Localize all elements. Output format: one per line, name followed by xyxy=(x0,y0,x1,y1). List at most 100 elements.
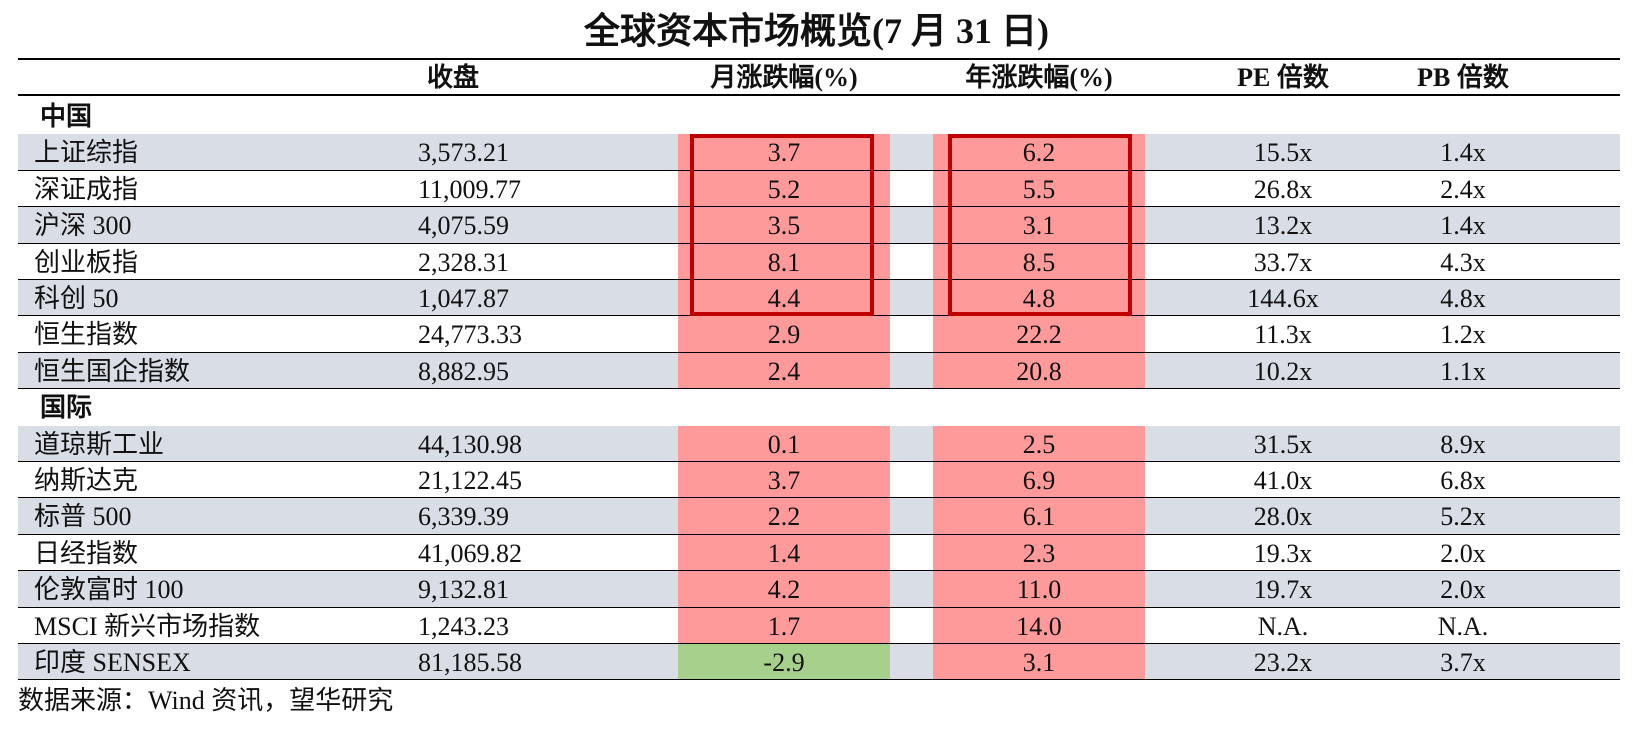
month-change-cell: 0.1 xyxy=(678,425,890,461)
header-close: 收盘 xyxy=(426,63,479,92)
close-value: 24,773.33 xyxy=(418,320,522,350)
pb-value: 1.1x xyxy=(1440,356,1486,386)
index-name: 日经指数 xyxy=(34,538,139,568)
close-value: 44,130.98 xyxy=(418,429,522,459)
month-change-cell: 3.7 xyxy=(678,462,890,498)
table-row: 日经指数 41,069.82 1.4 2.3 19.3x 2.0x xyxy=(18,534,1620,572)
group-row: 中国 xyxy=(18,98,1620,134)
table-row: 道琼斯工业 44,130.98 0.1 2.5 31.5x 8.9x xyxy=(18,425,1620,462)
year-change-cell: 22.2 xyxy=(933,316,1145,352)
pe-value: 33.7x xyxy=(1253,247,1313,277)
close-value: 41,069.82 xyxy=(418,538,522,568)
close-value: 1,243.23 xyxy=(418,611,509,641)
month-change-cell: 5.2 xyxy=(678,170,890,207)
index-name: 道琼斯工业 xyxy=(34,429,165,459)
table-row: 恒生国企指数 8,882.95 2.4 20.8 10.2x 1.1x xyxy=(18,352,1620,390)
pb-value: 1.4x xyxy=(1440,138,1486,168)
pe-value: 28.0x xyxy=(1253,502,1313,532)
pe-value: 19.3x xyxy=(1253,538,1313,568)
close-value: 6,339.39 xyxy=(418,502,509,532)
year-change-cell: 2.5 xyxy=(933,425,1145,461)
index-name: 深证成指 xyxy=(34,174,139,204)
close-value: 9,132.81 xyxy=(418,575,509,605)
table-row: 印度 SENSEX 81,185.58 -2.9 3.1 23.2x 3.7x xyxy=(18,644,1620,681)
year-change-cell: 14.0 xyxy=(933,607,1145,643)
pe-value: 144.6x xyxy=(1247,284,1319,313)
index-name: 纳斯达克 xyxy=(34,466,139,495)
header-pb: PB 倍数 xyxy=(1417,63,1509,92)
index-name: 印度 SENSEX xyxy=(34,648,191,677)
pe-value: 26.8x xyxy=(1253,174,1313,204)
month-change-cell: 2.9 xyxy=(678,316,890,352)
pe-value: 31.5x xyxy=(1253,429,1313,459)
pe-value: 15.5x xyxy=(1253,138,1313,168)
pb-value: 4.3x xyxy=(1440,247,1486,277)
pb-value: 2.0x xyxy=(1440,538,1486,568)
month-change-cell: 3.5 xyxy=(678,207,890,243)
month-change-cell: 2.2 xyxy=(678,498,890,534)
index-name: MSCI 新兴市场指数 xyxy=(34,611,261,641)
close-value: 1,047.87 xyxy=(418,284,509,313)
month-change-cell: 8.1 xyxy=(678,243,890,279)
table-row: 恒生指数 24,773.33 2.9 22.2 11.3x 1.2x xyxy=(18,316,1620,353)
table-top-rule xyxy=(18,58,1620,60)
table-row: 科创 50 1,047.87 4.4 4.8 144.6x 4.8x xyxy=(18,280,1620,317)
month-change-cell: 4.2 xyxy=(678,571,890,607)
group-label: 国际 xyxy=(40,393,93,423)
header-year-change: 年涨跌幅(%) xyxy=(965,63,1113,92)
close-value: 81,185.58 xyxy=(418,648,522,677)
pe-value: 41.0x xyxy=(1253,466,1313,495)
year-change-cell: 3.1 xyxy=(933,207,1145,243)
month-change-cell: 4.4 xyxy=(678,280,890,316)
table-row: 伦敦富时 100 9,132.81 4.2 11.0 19.7x 2.0x xyxy=(18,571,1620,608)
pb-value: 2.0x xyxy=(1440,575,1486,605)
table-header: 收盘 月涨跌幅(%) 年涨跌幅(%) PE 倍数 PB 倍数 xyxy=(18,60,1620,96)
year-change-cell: 6.9 xyxy=(933,462,1145,498)
year-change-cell: 5.5 xyxy=(933,170,1145,207)
pb-value: N.A. xyxy=(1437,611,1489,641)
table-row: 纳斯达克 21,122.45 3.7 6.9 41.0x 6.8x xyxy=(18,462,1620,499)
index-name: 上证综指 xyxy=(34,138,139,168)
close-value: 8,882.95 xyxy=(418,356,509,386)
pb-value: 3.7x xyxy=(1440,648,1486,677)
month-change-cell: 2.4 xyxy=(678,352,890,389)
source-note: 数据来源：Wind 资讯，望华研究 xyxy=(18,686,394,715)
pe-value: 13.2x xyxy=(1253,211,1313,241)
year-change-cell: 6.2 xyxy=(933,134,1145,170)
pb-value: 5.2x xyxy=(1440,502,1486,532)
month-change-cell: 1.4 xyxy=(678,534,890,571)
close-value: 2,328.31 xyxy=(418,247,509,277)
pe-value: 10.2x xyxy=(1253,356,1313,386)
pe-value: 19.7x xyxy=(1253,575,1313,605)
table-row: 沪深 300 4,075.59 3.5 3.1 13.2x 1.4x xyxy=(18,207,1620,244)
pb-value: 4.8x xyxy=(1440,284,1486,313)
close-value: 21,122.45 xyxy=(418,466,522,495)
pb-value: 2.4x xyxy=(1440,174,1486,204)
index-name: 创业板指 xyxy=(34,247,139,277)
chart-title: 全球资本市场概览(7 月 31 日) xyxy=(584,11,1049,51)
year-change-cell: 8.5 xyxy=(933,243,1145,279)
year-change-cell: 4.8 xyxy=(933,280,1145,316)
index-name: 标普 500 xyxy=(34,502,132,532)
table-row: 创业板指 2,328.31 8.1 8.5 33.7x 4.3x xyxy=(18,243,1620,280)
header-month-change: 月涨跌幅(%) xyxy=(710,63,858,92)
year-change-cell: 20.8 xyxy=(933,352,1145,389)
year-change-cell: 11.0 xyxy=(933,571,1145,607)
header-pe: PE 倍数 xyxy=(1237,63,1329,92)
pe-value: 23.2x xyxy=(1253,648,1313,677)
group-row: 国际 xyxy=(18,389,1620,425)
close-value: 3,573.21 xyxy=(418,138,509,168)
index-name: 伦敦富时 100 xyxy=(34,575,184,605)
close-value: 11,009.77 xyxy=(418,174,522,204)
year-change-cell: 3.1 xyxy=(933,644,1145,680)
pb-value: 6.8x xyxy=(1440,466,1486,495)
index-name: 恒生国企指数 xyxy=(34,356,191,386)
index-name: 沪深 300 xyxy=(34,211,132,241)
pb-value: 1.2x xyxy=(1440,320,1486,350)
pe-value: N.A. xyxy=(1257,611,1309,641)
year-change-cell: 2.3 xyxy=(933,534,1145,571)
month-change-cell: 3.7 xyxy=(678,134,890,170)
table-row: MSCI 新兴市场指数 1,243.23 1.7 14.0 N.A. N.A. xyxy=(18,607,1620,644)
table-row: 标普 500 6,339.39 2.2 6.1 28.0x 5.2x xyxy=(18,498,1620,535)
pb-value: 1.4x xyxy=(1440,211,1486,241)
